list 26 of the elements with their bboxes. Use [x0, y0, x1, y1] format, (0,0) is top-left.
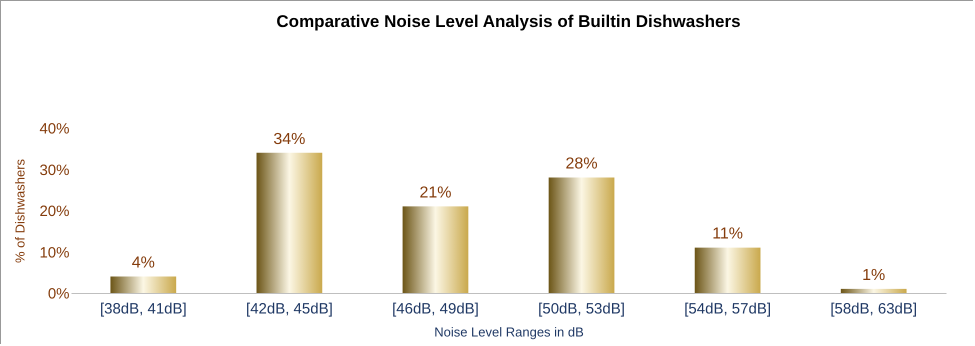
- y-tick-label: 30%: [39, 162, 70, 179]
- x-tick-label: [46dB, 49dB]: [392, 300, 479, 318]
- bar: [548, 178, 614, 293]
- data-label: 4%: [132, 254, 155, 272]
- bar: [840, 288, 907, 293]
- x-tick-label: [42dB, 45dB]: [246, 300, 333, 318]
- chart-title: Comparative Noise Level Analysis of Builtin Dishwashers: [276, 12, 741, 31]
- data-label: 21%: [419, 184, 452, 202]
- x-axis-title: Noise Level Ranges in dB: [434, 324, 584, 340]
- bar: [402, 206, 468, 293]
- data-label: 1%: [862, 266, 886, 284]
- y-tick-label: 10%: [39, 244, 70, 262]
- y-tick-label: 20%: [39, 203, 70, 220]
- bar: [694, 248, 760, 293]
- bar: [110, 276, 176, 293]
- x-tick-label: [58dB, 63dB]: [830, 300, 918, 318]
- y-tick-label: 40%: [39, 120, 70, 138]
- y-axis-title: % of Dishwashers: [12, 158, 28, 264]
- x-tick-label: [50dB, 53dB]: [538, 300, 625, 318]
- x-tick-label: [38dB, 41dB]: [100, 300, 187, 318]
- x-tick-label: [54dB, 57dB]: [684, 300, 771, 318]
- data-label: 28%: [566, 156, 598, 172]
- data-label: 11%: [712, 226, 744, 243]
- y-tick-label: 0%: [48, 286, 70, 302]
- bar: [256, 152, 322, 293]
- data-label: 34%: [273, 130, 306, 148]
